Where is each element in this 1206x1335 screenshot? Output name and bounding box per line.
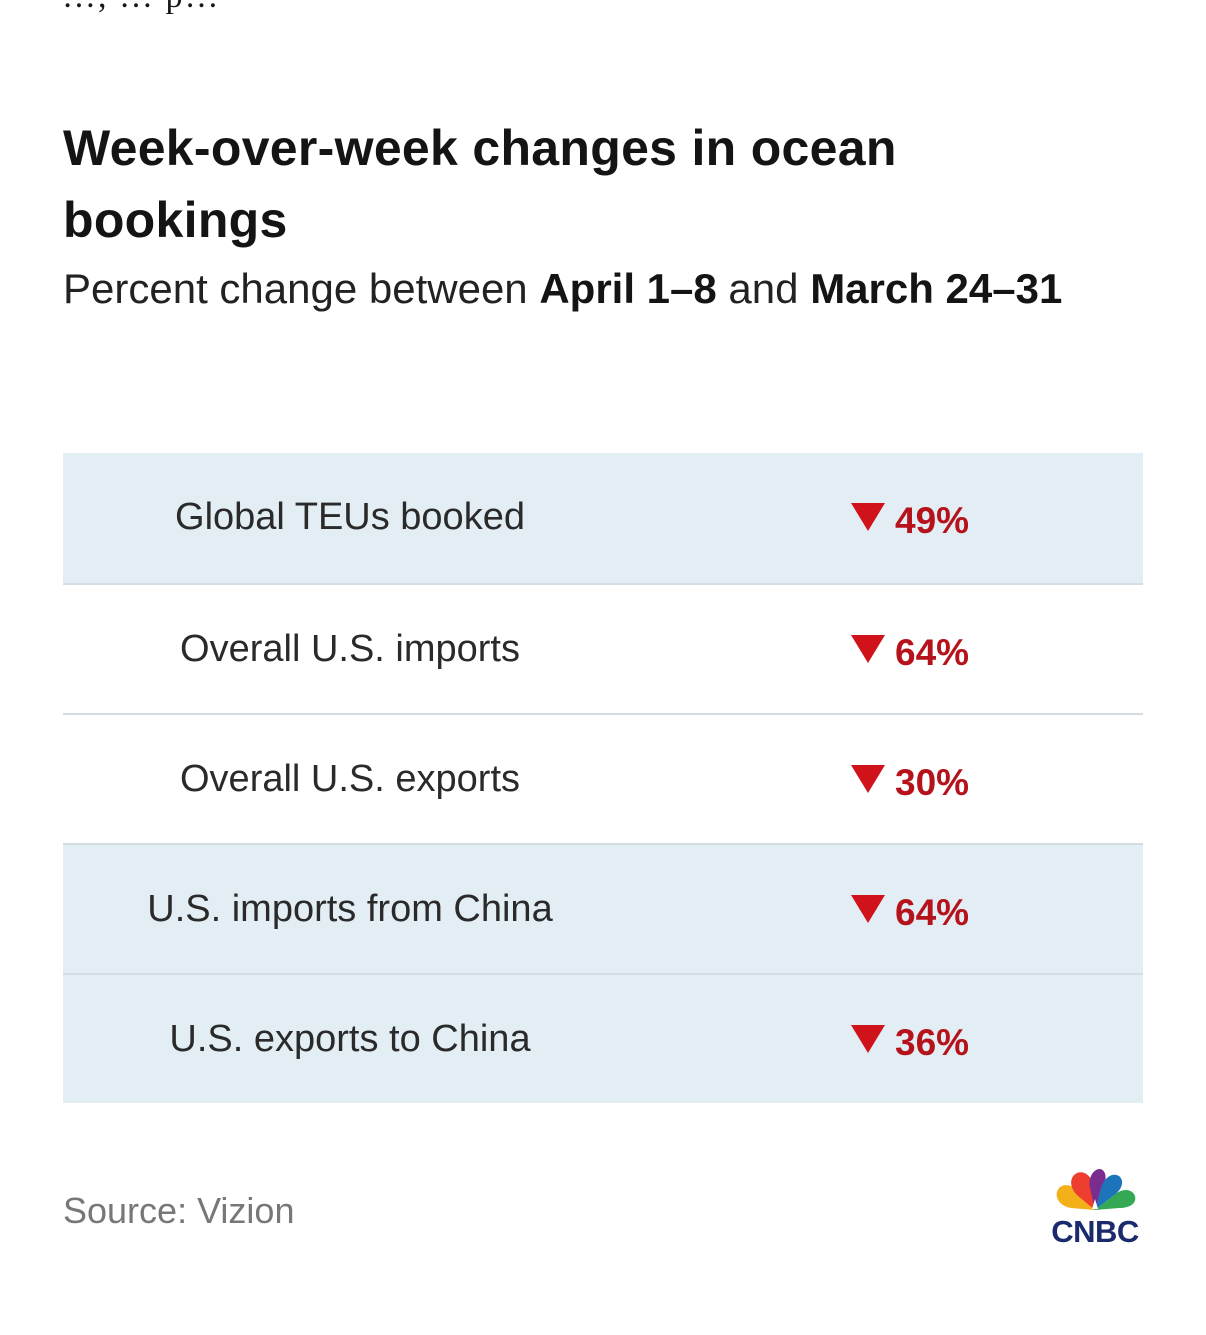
row-label: Overall U.S. imports [180,628,520,670]
table-row: Overall U.S. exports 30% [63,713,1143,843]
row-value: 49% [851,453,969,583]
row-value: 64% [851,845,969,975]
percent-change: 64% [895,632,970,673]
percent-change: 64% [895,892,970,933]
row-label: Global TEUs booked [175,496,525,538]
row-label: U.S. imports from China [147,888,553,930]
table-row: U.S. imports from China 64% [63,843,1143,973]
chart-title: Week-over-week changes in ocean bookings [63,120,897,248]
subtitle-date-range-2: March 24–31 [810,265,1063,312]
subtitle-prefix: Percent change between [63,265,540,312]
cropped-previous-text: …, … p… [62,0,221,16]
source-note: Source: Vizion [63,1190,295,1231]
nbc-peacock-icon [1056,1169,1136,1210]
down-triangle-icon [851,1025,885,1053]
down-triangle-icon [851,765,885,793]
bookings-table: Global TEUs booked 49% Overall U.S. import… [63,453,1143,1103]
down-triangle-icon [851,895,885,923]
down-triangle-icon [851,503,885,531]
table-row: Global TEUs booked 49% [63,453,1143,583]
percent-change: 49% [895,500,970,541]
row-value: 36% [851,975,969,1105]
table-row: U.S. exports to China 36% [63,973,1143,1103]
down-triangle-icon [851,635,885,663]
cnbc-logo-text: CNBC [1051,1214,1139,1249]
row-label: U.S. exports to China [169,1018,531,1060]
chart-subtitle: Percent change between April 1–8 and Mar… [63,260,1153,318]
subtitle-date-range-1: April 1–8 [539,265,717,312]
subtitle-mid: and [716,265,811,312]
row-label: Overall U.S. exports [180,758,520,800]
percent-change: 30% [895,762,970,803]
row-value: 30% [851,715,969,845]
row-value: 64% [851,585,969,715]
percent-change: 36% [895,1022,970,1063]
table-row: Overall U.S. imports 64% [63,583,1143,713]
